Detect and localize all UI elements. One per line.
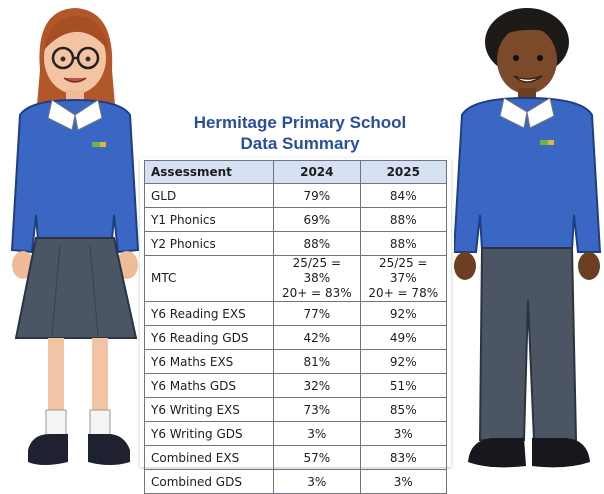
data-summary-heading: Data Summary bbox=[240, 134, 360, 153]
assessment-cell: Y2 Phonics bbox=[143, 231, 275, 256]
mtc-2024-twenty-plus: 20+ = 83% bbox=[281, 286, 352, 300]
mtc-2024-full-marks: 25/25 = 38% bbox=[292, 256, 342, 285]
table-row: Y6 Writing EXS 73% 85% bbox=[143, 397, 448, 422]
value-2024-cell: 42% bbox=[273, 325, 361, 350]
assessment-cell: GLD bbox=[143, 183, 275, 208]
table-row: Y1 Phonics 69% 88% bbox=[143, 207, 448, 232]
assessment-cell: MTC bbox=[143, 255, 275, 302]
table-row: Combined EXS 57% 83% bbox=[143, 445, 448, 470]
assessment-cell: Combined EXS bbox=[143, 445, 275, 470]
school-name-heading: Hermitage Primary School bbox=[193, 113, 407, 132]
data-summary-table: Assessment 2024 2025 GLD 79% 84% Y1 Phon… bbox=[143, 160, 448, 494]
value-2025-cell: 49% bbox=[359, 325, 448, 350]
boy-illustration bbox=[454, 8, 602, 468]
girl-illustration bbox=[10, 8, 140, 465]
table-row: Y6 Reading EXS 77% 92% bbox=[143, 301, 448, 326]
table-row: Combined GDS 3% 3% bbox=[143, 469, 448, 494]
table-row: Y6 Maths GDS 32% 51% bbox=[143, 373, 448, 398]
table-row: Y6 Maths EXS 81% 92% bbox=[143, 349, 448, 374]
value-2025-cell: 84% bbox=[359, 183, 448, 208]
value-2024-cell: 81% bbox=[273, 349, 361, 374]
value-2025-cell: 85% bbox=[359, 397, 448, 422]
mtc-2025-full-marks: 25/25 = 37% bbox=[379, 256, 428, 285]
assessment-cell: Y6 Reading EXS bbox=[143, 301, 275, 326]
mtc-2025-twenty-plus: 20+ = 78% bbox=[368, 286, 439, 300]
table-row: Y6 Writing GDS 3% 3% bbox=[143, 421, 448, 446]
assessment-cell: Combined GDS bbox=[143, 469, 275, 494]
value-2025-cell: 3% bbox=[359, 469, 448, 494]
assessment-cell: Y6 Writing GDS bbox=[143, 421, 275, 446]
value-2024-cell: 25/25 = 38% 20+ = 83% bbox=[273, 255, 361, 302]
assessment-cell: Y6 Maths GDS bbox=[143, 373, 275, 398]
assessment-cell: Y6 Reading GDS bbox=[143, 325, 275, 350]
value-2025-cell: 92% bbox=[359, 301, 448, 326]
value-2025-cell: 25/25 = 37% 20+ = 78% bbox=[359, 255, 448, 302]
column-header-2024: 2024 bbox=[273, 160, 361, 184]
value-2024-cell: 79% bbox=[273, 183, 361, 208]
table-row: Y6 Reading GDS 42% 49% bbox=[143, 325, 448, 350]
table-row: MTC 25/25 = 38% 20+ = 83% 25/25 = 37% 20… bbox=[143, 255, 448, 302]
value-2024-cell: 69% bbox=[273, 207, 361, 232]
value-2024-cell: 77% bbox=[273, 301, 361, 326]
value-2025-cell: 92% bbox=[359, 349, 448, 374]
table-row: Y2 Phonics 88% 88% bbox=[143, 231, 448, 256]
value-2024-cell: 73% bbox=[273, 397, 361, 422]
value-2025-cell: 88% bbox=[359, 207, 448, 232]
table-row: GLD 79% 84% bbox=[143, 183, 448, 208]
table-header-row: Assessment 2024 2025 bbox=[143, 160, 448, 184]
value-2024-cell: 88% bbox=[273, 231, 361, 256]
assessment-cell: Y6 Maths EXS bbox=[143, 349, 275, 374]
value-2024-cell: 57% bbox=[273, 445, 361, 470]
value-2025-cell: 88% bbox=[359, 231, 448, 256]
value-2024-cell: 32% bbox=[273, 373, 361, 398]
column-header-2025: 2025 bbox=[359, 160, 448, 184]
value-2025-cell: 3% bbox=[359, 421, 448, 446]
column-header-assessment: Assessment bbox=[143, 160, 275, 184]
value-2025-cell: 83% bbox=[359, 445, 448, 470]
value-2025-cell: 51% bbox=[359, 373, 448, 398]
assessment-cell: Y1 Phonics bbox=[143, 207, 275, 232]
value-2024-cell: 3% bbox=[273, 469, 361, 494]
value-2024-cell: 3% bbox=[273, 421, 361, 446]
assessment-cell: Y6 Writing EXS bbox=[143, 397, 275, 422]
